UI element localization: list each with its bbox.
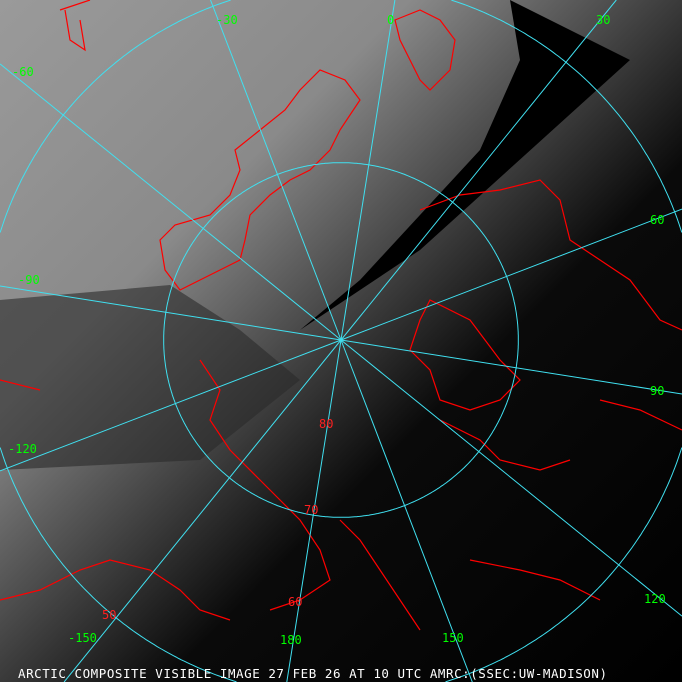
- coastlines: [0, 0, 682, 631]
- longitude-label: -150: [68, 631, 97, 645]
- meridian-180: [286, 339, 342, 682]
- longitude-label: -60: [12, 65, 34, 79]
- meridian-90: [340, 339, 682, 395]
- meridian--120: [0, 339, 342, 472]
- coastline-siberia: [409, 179, 682, 471]
- longitude-label: 30: [596, 13, 611, 27]
- coastline-iceland: [59, 0, 91, 52]
- meridian-0: [340, 0, 396, 341]
- longitude-label: 120: [644, 592, 666, 606]
- longitude-label: -120: [8, 442, 37, 456]
- longitude-label: 90: [650, 384, 665, 398]
- meridian-60: [340, 208, 682, 341]
- image-caption: ARCTIC COMPOSITE VISIBLE IMAGE 27 FEB 26…: [18, 666, 608, 681]
- longitude-label: 60: [650, 213, 665, 227]
- meridian--150: [63, 339, 342, 682]
- meridian-120: [340, 339, 682, 617]
- no-data-swath: [300, 0, 630, 330]
- meridian--60: [0, 63, 342, 341]
- longitude-label: -30: [216, 13, 238, 27]
- coastline-alaska-canada: [0, 359, 601, 631]
- latitude-label: 70: [304, 503, 319, 517]
- meridian-30: [340, 0, 617, 341]
- longitude-label: -90: [18, 273, 40, 287]
- latitude-label: 80: [319, 417, 334, 431]
- meridian-150: [340, 339, 473, 682]
- meridian--30: [210, 0, 342, 341]
- meridian--90: [0, 285, 342, 341]
- parallel-80: [163, 162, 519, 518]
- latitude-label: 50: [102, 608, 117, 622]
- latitude-label: 60: [288, 595, 303, 609]
- longitude-label: 150: [442, 631, 464, 645]
- longitude-label: 180: [280, 633, 302, 647]
- coastline-scandinavia: [394, 9, 456, 91]
- longitude-label: 0: [387, 13, 395, 27]
- no-data-swath-lower: [0, 285, 300, 470]
- coastline-greenland: [159, 69, 361, 291]
